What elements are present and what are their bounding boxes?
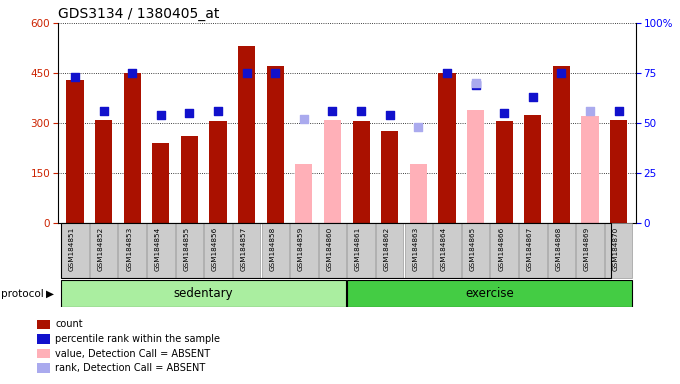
Text: GSM184862: GSM184862: [384, 227, 390, 271]
Bar: [324, 119, 341, 223]
Text: GSM184853: GSM184853: [126, 227, 132, 271]
Bar: [181, 136, 198, 223]
Bar: [381, 131, 398, 223]
Point: [213, 108, 224, 114]
Bar: [439, 73, 456, 223]
Bar: [553, 66, 570, 223]
Point: [585, 108, 596, 114]
Bar: [67, 79, 84, 223]
Bar: [519, 223, 547, 278]
Text: rank, Detection Call = ABSENT: rank, Detection Call = ABSENT: [55, 363, 205, 373]
Bar: [524, 114, 541, 223]
Text: exercise: exercise: [466, 287, 514, 300]
Text: GSM184860: GSM184860: [326, 227, 333, 271]
Point: [299, 116, 309, 122]
Bar: [547, 223, 575, 278]
Bar: [90, 223, 118, 278]
Text: GSM184852: GSM184852: [98, 227, 103, 271]
Bar: [204, 223, 232, 278]
Bar: [352, 121, 370, 223]
Bar: [462, 223, 490, 278]
Bar: [61, 280, 346, 307]
Bar: [295, 164, 313, 223]
Point: [470, 80, 481, 86]
Bar: [267, 66, 284, 223]
Text: GSM184859: GSM184859: [298, 227, 304, 271]
Bar: [124, 73, 141, 223]
Text: GSM184851: GSM184851: [69, 227, 75, 271]
Point: [155, 112, 166, 118]
Text: count: count: [55, 319, 83, 329]
Text: GSM184856: GSM184856: [212, 227, 218, 271]
Point: [98, 108, 109, 114]
Bar: [405, 223, 432, 278]
Text: GSM184866: GSM184866: [498, 227, 504, 271]
Text: GSM184858: GSM184858: [269, 227, 275, 271]
Bar: [147, 223, 175, 278]
Text: sedentary: sedentary: [174, 287, 233, 300]
Point: [327, 108, 338, 114]
Bar: [152, 143, 169, 223]
Bar: [605, 223, 632, 278]
Text: GSM184857: GSM184857: [241, 227, 247, 271]
Bar: [433, 223, 460, 278]
Bar: [467, 109, 484, 223]
Bar: [238, 46, 255, 223]
Point: [498, 110, 509, 116]
Bar: [175, 223, 203, 278]
Point: [613, 108, 624, 114]
Point: [270, 70, 281, 76]
Point: [470, 82, 481, 88]
Text: GSM184854: GSM184854: [155, 227, 160, 271]
Point: [556, 70, 567, 76]
Bar: [376, 223, 403, 278]
Bar: [347, 280, 632, 307]
Point: [356, 108, 367, 114]
Text: value, Detection Call = ABSENT: value, Detection Call = ABSENT: [55, 349, 210, 359]
Text: GSM184868: GSM184868: [556, 227, 562, 271]
Point: [384, 112, 395, 118]
Bar: [61, 223, 88, 278]
Point: [413, 124, 424, 130]
Bar: [319, 223, 346, 278]
Text: ▶: ▶: [46, 289, 54, 299]
Point: [184, 110, 195, 116]
Bar: [410, 164, 427, 223]
Point: [69, 74, 80, 80]
Bar: [490, 223, 518, 278]
Point: [241, 70, 252, 76]
Text: GSM184855: GSM184855: [184, 227, 190, 271]
Text: GSM184865: GSM184865: [470, 227, 475, 271]
Bar: [347, 223, 375, 278]
Bar: [290, 223, 318, 278]
Text: GSM184864: GSM184864: [441, 227, 447, 271]
Bar: [95, 119, 112, 223]
Text: GSM184869: GSM184869: [584, 227, 590, 271]
Point: [528, 94, 539, 100]
Bar: [576, 223, 604, 278]
Bar: [118, 223, 146, 278]
Text: GSM184867: GSM184867: [527, 227, 533, 271]
Point: [126, 70, 137, 76]
Bar: [581, 116, 598, 223]
Bar: [233, 223, 260, 278]
Bar: [209, 121, 226, 223]
Text: GSM184870: GSM184870: [613, 227, 619, 271]
Point: [441, 70, 452, 76]
Bar: [610, 119, 627, 223]
Bar: [262, 223, 289, 278]
Text: GSM184861: GSM184861: [355, 227, 361, 271]
Text: GSM184863: GSM184863: [412, 227, 418, 271]
Bar: [496, 121, 513, 223]
Text: protocol: protocol: [1, 289, 44, 299]
Text: percentile rank within the sample: percentile rank within the sample: [55, 334, 220, 344]
Text: GDS3134 / 1380405_at: GDS3134 / 1380405_at: [58, 7, 219, 21]
